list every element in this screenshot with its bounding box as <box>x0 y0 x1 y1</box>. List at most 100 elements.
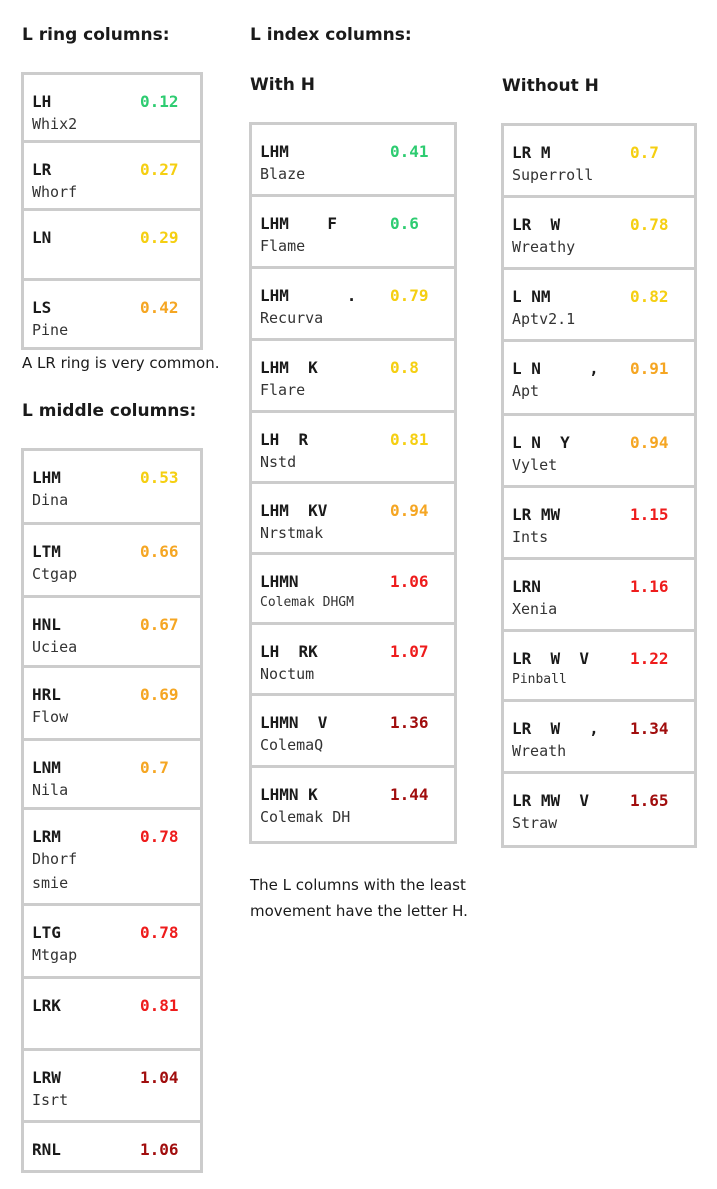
middle-row: RNL 1.06 <box>24 1123 200 1170</box>
layout-name-2: smie <box>32 874 69 892</box>
without-h-row: LR W 0.78 Wreathy <box>504 198 694 270</box>
score-value: 0.66 <box>140 542 179 561</box>
score-value: 0.7 <box>630 143 659 162</box>
without-h-row: L NM 0.82 Aptv2.1 <box>504 270 694 342</box>
without-h-row: LR MW 1.15 Ints <box>504 488 694 560</box>
ring-columns-table: LH 0.12 Whix2 LR 0.27 Whorf LN 0.29 LS 0.42 Pine <box>21 72 203 350</box>
score-value: 1.06 <box>140 1140 179 1159</box>
with-h-row: LHM F 0.6 Flame <box>252 197 454 269</box>
layout-name: Straw <box>512 814 558 832</box>
score-value: 0.94 <box>390 501 429 520</box>
ring-row: LH 0.12 Whix2 <box>24 75 200 143</box>
layout-keys: L N Y <box>512 433 570 452</box>
layout-name: Wreath <box>512 742 567 760</box>
layout-keys: LHM <box>260 142 289 161</box>
score-value: 0.27 <box>140 160 179 179</box>
ring-row: LN 0.29 <box>24 211 200 281</box>
score-value: 0.81 <box>140 996 179 1015</box>
layout-keys: LH RK <box>260 642 318 661</box>
score-value: 1.22 <box>630 649 669 668</box>
layout-name: Nila <box>32 781 69 799</box>
ring-row: LS 0.42 Pine <box>24 281 200 347</box>
score-value: 1.65 <box>630 791 669 810</box>
layout-name: Pinball <box>512 672 567 687</box>
without-h-row: LR MW V 1.65 Straw <box>504 774 694 845</box>
layout-keys: LH <box>32 92 52 111</box>
layout-keys: LHM . <box>260 286 357 305</box>
layout-keys: LRK <box>32 996 61 1015</box>
layout-keys: LR W , <box>512 719 599 738</box>
score-value: 1.34 <box>630 719 669 738</box>
without-h-row: L N , 0.91 Apt <box>504 342 694 416</box>
score-value: 0.41 <box>390 142 429 161</box>
layout-keys: L N , <box>512 359 599 378</box>
layout-name: Isrt <box>32 1091 69 1109</box>
score-value: 0.29 <box>140 228 179 247</box>
layout-keys: LTM <box>32 542 61 561</box>
middle-row: HRL 0.69 Flow <box>24 668 200 741</box>
score-value: 1.04 <box>140 1068 179 1087</box>
score-value: 0.8 <box>390 358 419 377</box>
middle-row: LNM 0.7 Nila <box>24 741 200 810</box>
score-value: 1.36 <box>390 713 429 732</box>
layout-keys: LR MW V <box>512 791 590 810</box>
with-h-heading: With H <box>250 75 315 95</box>
layout-name: Mtgap <box>32 946 78 964</box>
layout-keys: LH R <box>260 430 309 449</box>
layout-keys: LR MW <box>512 505 561 524</box>
score-value: 0.6 <box>390 214 419 233</box>
layout-keys: LHM <box>32 468 61 487</box>
layout-name: Uciea <box>32 638 78 656</box>
score-value: 0.42 <box>140 298 179 317</box>
without-h-row: LR W V 1.22 Pinball <box>504 632 694 702</box>
layout-keys: LHM F <box>260 214 338 233</box>
layout-name: Colemak DHGM <box>260 595 354 610</box>
layout-name: Aptv2.1 <box>512 310 576 328</box>
layout-keys: LHM K <box>260 358 318 377</box>
layout-keys: RNL <box>32 1140 61 1159</box>
middle-row: LRM 0.78 Dhorf smie <box>24 810 200 906</box>
layout-name: Xenia <box>512 600 558 618</box>
layout-keys: LRM <box>32 827 61 846</box>
layout-name: Flare <box>260 381 306 399</box>
layout-keys: LR W <box>512 215 561 234</box>
layout-name: Flow <box>32 708 69 726</box>
score-value: 1.44 <box>390 785 429 804</box>
score-value: 0.78 <box>140 827 179 846</box>
layout-keys: LHMN V <box>260 713 328 732</box>
layout-name: Dina <box>32 491 69 509</box>
score-value: 0.12 <box>140 92 179 111</box>
with-h-row: LH RK 1.07 Noctum <box>252 625 454 696</box>
score-value: 0.7 <box>140 758 169 777</box>
layout-name: Superroll <box>512 166 594 184</box>
layout-name: Ctgap <box>32 565 78 583</box>
ring-note: A LR ring is very common. <box>22 354 220 372</box>
with-h-row: LHM . 0.79 Recurva <box>252 269 454 341</box>
score-value: 0.91 <box>630 359 669 378</box>
score-value: 0.78 <box>630 215 669 234</box>
score-value: 0.78 <box>140 923 179 942</box>
with-h-table: LHM 0.41 Blaze LHM F 0.6 Flame LHM . 0.79 Recurv… <box>249 122 457 844</box>
layout-name: Wreathy <box>512 238 576 256</box>
index-heading: L index columns: <box>250 25 412 45</box>
layout-name: Nstd <box>260 453 297 471</box>
middle-heading: L middle columns: <box>22 401 197 421</box>
layout-name: Whorf <box>32 183 78 201</box>
without-h-row: LRN 1.16 Xenia <box>504 560 694 632</box>
layout-keys: LRN <box>512 577 541 596</box>
with-h-row: LH R 0.81 Nstd <box>252 413 454 484</box>
ring-heading: L ring columns: <box>22 25 170 45</box>
ring-row: LR 0.27 Whorf <box>24 143 200 211</box>
score-value: 0.53 <box>140 468 179 487</box>
with-h-row: LHM KV 0.94 Nrstmak <box>252 484 454 555</box>
without-h-row: LR W , 1.34 Wreath <box>504 702 694 774</box>
without-h-row: LR M 0.7 Superroll <box>504 126 694 198</box>
layout-name: Pine <box>32 321 69 339</box>
layout-keys: LTG <box>32 923 61 942</box>
layout-name: Dhorf <box>32 850 78 868</box>
layout-name: Ints <box>512 528 549 546</box>
score-value: 1.07 <box>390 642 429 661</box>
layout-name: Noctum <box>260 665 315 683</box>
score-value: 1.06 <box>390 572 429 591</box>
layout-keys: LN <box>32 228 52 247</box>
